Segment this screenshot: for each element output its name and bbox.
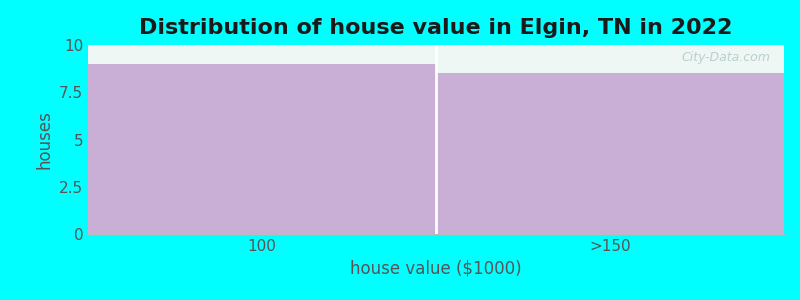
Y-axis label: houses: houses [35, 110, 54, 169]
Title: Distribution of house value in Elgin, TN in 2022: Distribution of house value in Elgin, TN… [139, 18, 733, 38]
Bar [88, 64, 436, 234]
X-axis label: house value ($1000): house value ($1000) [350, 260, 522, 278]
Bar [436, 74, 784, 234]
Text: City-Data.com: City-Data.com [682, 51, 770, 64]
